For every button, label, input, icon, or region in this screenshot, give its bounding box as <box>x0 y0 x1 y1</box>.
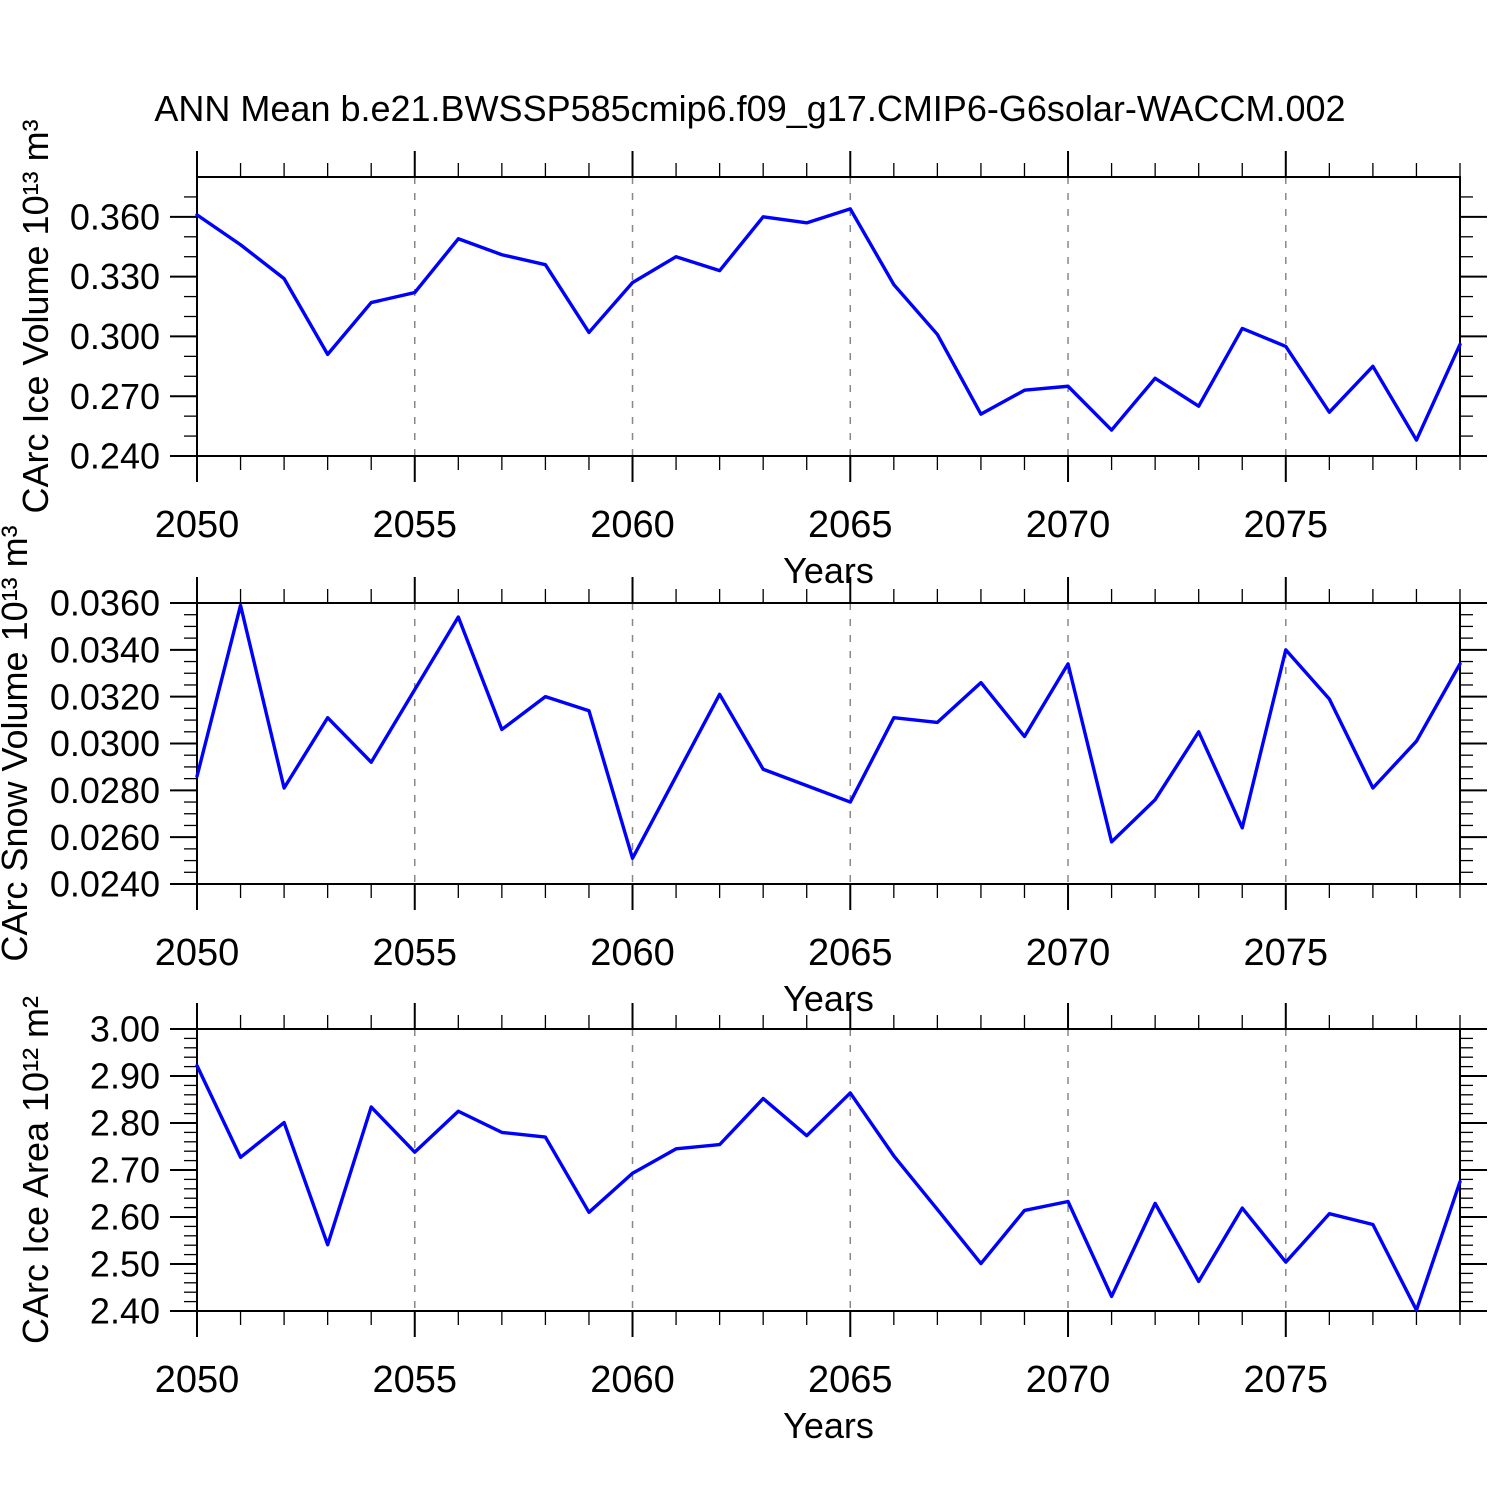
x-tick-label: 2050 <box>155 932 240 974</box>
y-axis-title: CArc Ice Volume 10¹³ m³ <box>15 119 56 513</box>
y-tick-label: 2.70 <box>90 1150 160 1191</box>
axes-border <box>196 176 1461 457</box>
y-tick-label: 2.80 <box>90 1103 160 1144</box>
x-axis-title: Years <box>783 550 874 591</box>
y-tick-label: 2.90 <box>90 1056 160 1097</box>
y-tick-label: 0.300 <box>70 316 160 357</box>
panel-ice-volume: 0.240 0.270 0.300 0.330 0.360 2050 2055 2060 206… <box>15 119 1487 591</box>
x-tick-label: 2050 <box>155 1359 240 1401</box>
x-tick-label: 2070 <box>1026 1359 1111 1401</box>
y-tick-label: 0.0300 <box>50 723 160 764</box>
x-tick-label: 2060 <box>590 1359 675 1401</box>
y-tick-label: 0.0240 <box>50 864 160 905</box>
y-tick-label: 2.50 <box>90 1244 160 1285</box>
y-tick-label: 0.0320 <box>50 676 160 717</box>
axes-border <box>196 1028 1461 1312</box>
x-tick-label: 2050 <box>155 504 240 546</box>
y-tick-label: 0.0360 <box>50 583 160 624</box>
x-tick-label: 2060 <box>590 932 675 974</box>
x-axis-title: Years <box>783 978 874 1019</box>
x-tick-label: 2075 <box>1244 932 1329 974</box>
x-tick-label: 2070 <box>1026 932 1111 974</box>
x-tick-label: 2065 <box>808 1359 893 1401</box>
x-tick-label: 2055 <box>372 932 457 974</box>
x-tick-label: 2075 <box>1244 1359 1329 1401</box>
y-tick-label: 0.270 <box>70 376 160 417</box>
x-tick-label: 2065 <box>808 932 893 974</box>
x-tick-label: 2075 <box>1244 504 1329 546</box>
panel-ice-area: 2.40 2.50 2.60 2.70 2.80 2.90 3.00 2050 2055 2060… <box>15 996 1487 1446</box>
panel-snow-volume: 0.0240 0.0260 0.0280 0.0300 0.0320 0.0340 0.03… <box>0 525 1487 1019</box>
y-tick-label: 0.360 <box>70 196 160 237</box>
y-tick-label: 0.240 <box>70 436 160 477</box>
x-tick-label: 2055 <box>372 504 457 546</box>
series-line-ice-area <box>195 1063 1462 1312</box>
axes-border <box>196 602 1461 885</box>
y-tick-label: 3.00 <box>90 1009 160 1050</box>
x-tick-label: 2060 <box>590 504 675 546</box>
x-axis-title: Years <box>783 1405 874 1446</box>
y-tick-label: 2.40 <box>90 1291 160 1332</box>
y-tick-label: 0.330 <box>70 256 160 297</box>
x-tick-label: 2065 <box>808 504 893 546</box>
y-tick-label: 0.0260 <box>50 817 160 858</box>
y-tick-label: 0.0340 <box>50 629 160 670</box>
y-tick-label: 0.0280 <box>50 770 160 811</box>
y-tick-label: 2.60 <box>90 1197 160 1238</box>
figure-title: ANN Mean b.e21.BWSSP585cmip6.f09_g17.CMI… <box>154 88 1346 129</box>
x-tick-label: 2055 <box>372 1359 457 1401</box>
x-tick-label: 2070 <box>1026 504 1111 546</box>
y-axis-title: CArc Ice Area 10¹² m² <box>15 996 56 1344</box>
series-line-snow-volume <box>195 603 1462 860</box>
y-axis-title: CArc Snow Volume 10¹³ m³ <box>0 525 35 961</box>
series-line-ice-volume <box>195 207 1462 442</box>
